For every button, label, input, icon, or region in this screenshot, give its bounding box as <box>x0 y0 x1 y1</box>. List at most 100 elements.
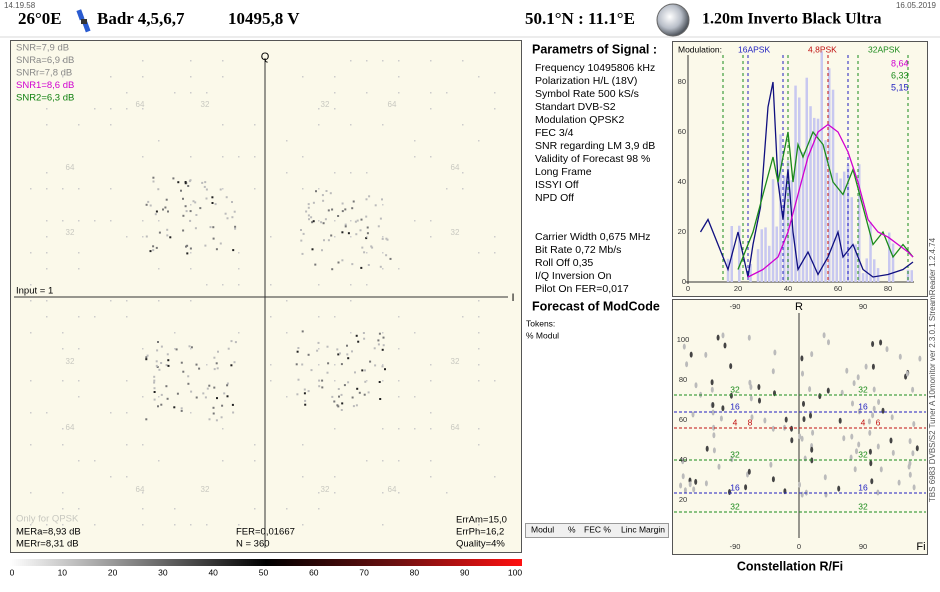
point <box>317 341 320 344</box>
point <box>126 476 128 478</box>
point <box>384 368 386 371</box>
carrier-line: Pilot On FER=0,017 <box>535 283 629 295</box>
point <box>377 225 380 228</box>
point <box>374 364 377 367</box>
point <box>338 395 340 398</box>
point <box>182 197 184 200</box>
point <box>381 348 384 351</box>
point <box>350 300 352 302</box>
point <box>167 364 170 367</box>
scale-tick-label: 80 <box>410 567 420 577</box>
point <box>337 353 340 356</box>
point <box>341 259 344 262</box>
point <box>310 216 313 219</box>
point <box>301 363 304 366</box>
point <box>398 60 400 62</box>
point <box>381 237 384 240</box>
point <box>190 300 192 302</box>
point <box>46 252 48 254</box>
point <box>318 364 320 366</box>
scale-tick-label: 60 <box>309 567 319 577</box>
point <box>213 386 216 389</box>
point <box>414 220 416 222</box>
point <box>30 252 32 254</box>
point <box>270 380 272 382</box>
point <box>186 252 189 255</box>
point <box>158 140 160 142</box>
point <box>149 250 152 253</box>
point <box>230 364 233 367</box>
point <box>110 412 112 414</box>
point <box>166 397 169 400</box>
point <box>231 201 233 203</box>
point <box>238 524 240 526</box>
y-tick-label: 80 <box>678 77 686 86</box>
point <box>382 124 384 126</box>
point <box>62 76 64 78</box>
point <box>361 246 364 249</box>
point <box>205 197 208 200</box>
hist-curve <box>747 123 914 278</box>
polar-point <box>869 460 873 467</box>
point <box>321 249 323 252</box>
polar-point <box>810 351 814 358</box>
point <box>430 236 432 238</box>
point <box>142 508 144 510</box>
point <box>389 257 392 260</box>
polar-y-tick-label: 100 <box>677 335 690 344</box>
point <box>286 332 288 334</box>
point <box>167 210 169 213</box>
point <box>430 108 432 110</box>
mode-value: 5,15 <box>891 82 909 92</box>
point <box>62 524 64 526</box>
polar-point <box>802 400 805 407</box>
point <box>204 396 207 399</box>
polar-point <box>801 370 804 377</box>
point <box>381 198 383 201</box>
point <box>303 388 306 391</box>
err-am: ErrAm=15,0 <box>456 515 507 526</box>
polar-y-tick-label: 40 <box>679 455 687 464</box>
point <box>350 236 352 238</box>
point <box>337 261 340 264</box>
scale-tick-label: 100 <box>508 567 522 577</box>
hist-bar <box>749 264 752 282</box>
point <box>364 380 367 383</box>
point <box>223 392 226 395</box>
x-tick-label: 80 <box>884 284 892 293</box>
point <box>78 124 80 126</box>
point <box>367 391 370 394</box>
point <box>222 428 224 430</box>
mer-r: MERr=8,31 dB <box>16 539 79 550</box>
point <box>202 392 205 395</box>
parameter-line: Validity of Forecast 98 % <box>535 153 650 165</box>
point <box>352 405 355 408</box>
point <box>189 219 192 222</box>
point <box>350 220 352 222</box>
hist-bar <box>779 134 782 282</box>
polar-point <box>871 412 875 419</box>
modulation-label: Modulation: <box>678 44 722 54</box>
point <box>201 181 204 184</box>
polar-point <box>721 332 725 339</box>
point <box>382 252 384 254</box>
point <box>190 76 192 78</box>
grid-label: 64 <box>451 423 460 432</box>
polar-point <box>694 382 698 389</box>
point <box>142 444 144 446</box>
point <box>231 403 234 406</box>
point <box>414 156 416 158</box>
scale-tick-label: 30 <box>158 567 168 577</box>
point <box>166 234 169 237</box>
point <box>344 223 347 226</box>
point <box>478 428 480 430</box>
polar-point <box>856 374 860 381</box>
point <box>211 202 214 204</box>
polar-point <box>853 466 857 473</box>
mode-label: 4,8PSK <box>808 44 837 54</box>
point <box>286 140 288 142</box>
point <box>195 363 198 366</box>
point <box>176 392 179 395</box>
point <box>286 300 288 302</box>
polar-point <box>890 414 894 421</box>
